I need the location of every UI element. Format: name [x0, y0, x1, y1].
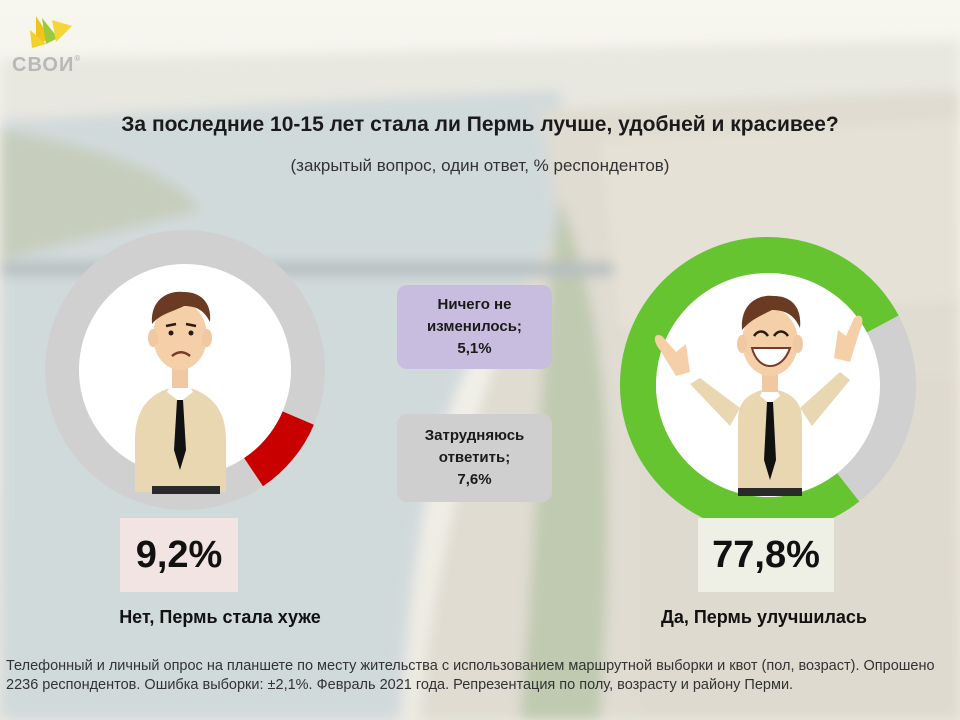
donut-segment-worse: [243, 410, 314, 487]
sad-man-illustration: [135, 291, 226, 494]
page-title: За последние 10-15 лет стала ли Пермь лу…: [121, 113, 839, 136]
no-change-line-2: изменилось;: [427, 318, 522, 335]
label-worse: Нет, Пермь стала хуже: [119, 607, 321, 627]
happy-man-illustration: [654, 295, 863, 496]
label-better: Да, Пермь улучшилась: [661, 607, 867, 627]
value-worse: 9,2%: [120, 518, 238, 592]
hard-to-answer-line-1: Затрудняюсь: [424, 427, 525, 444]
svoi-logo-icon: [30, 16, 72, 48]
no-change-value: 5,1%: [457, 340, 492, 357]
no-change-box: Ничего не изменилось; 5,1%: [397, 285, 552, 369]
brand-name: СВОИ®: [12, 54, 82, 76]
no-change-line-1: Ничего не: [437, 296, 512, 313]
value-better: 77,8%: [698, 518, 834, 592]
donut-chart-better: [620, 237, 916, 533]
donut-segment-better: [620, 237, 899, 533]
hard-to-answer-line-2: ответить;: [438, 449, 511, 466]
methodology-footnote: Телефонный и личный опрос на планшете по…: [6, 658, 935, 693]
hard-to-answer-box: Затрудняюсь ответить; 7,6%: [397, 414, 552, 502]
hard-to-answer-value: 7,6%: [457, 471, 492, 488]
page-subtitle: (закрытый вопрос, один ответ, % респонде…: [290, 156, 670, 175]
donut-chart-worse: [45, 230, 325, 510]
